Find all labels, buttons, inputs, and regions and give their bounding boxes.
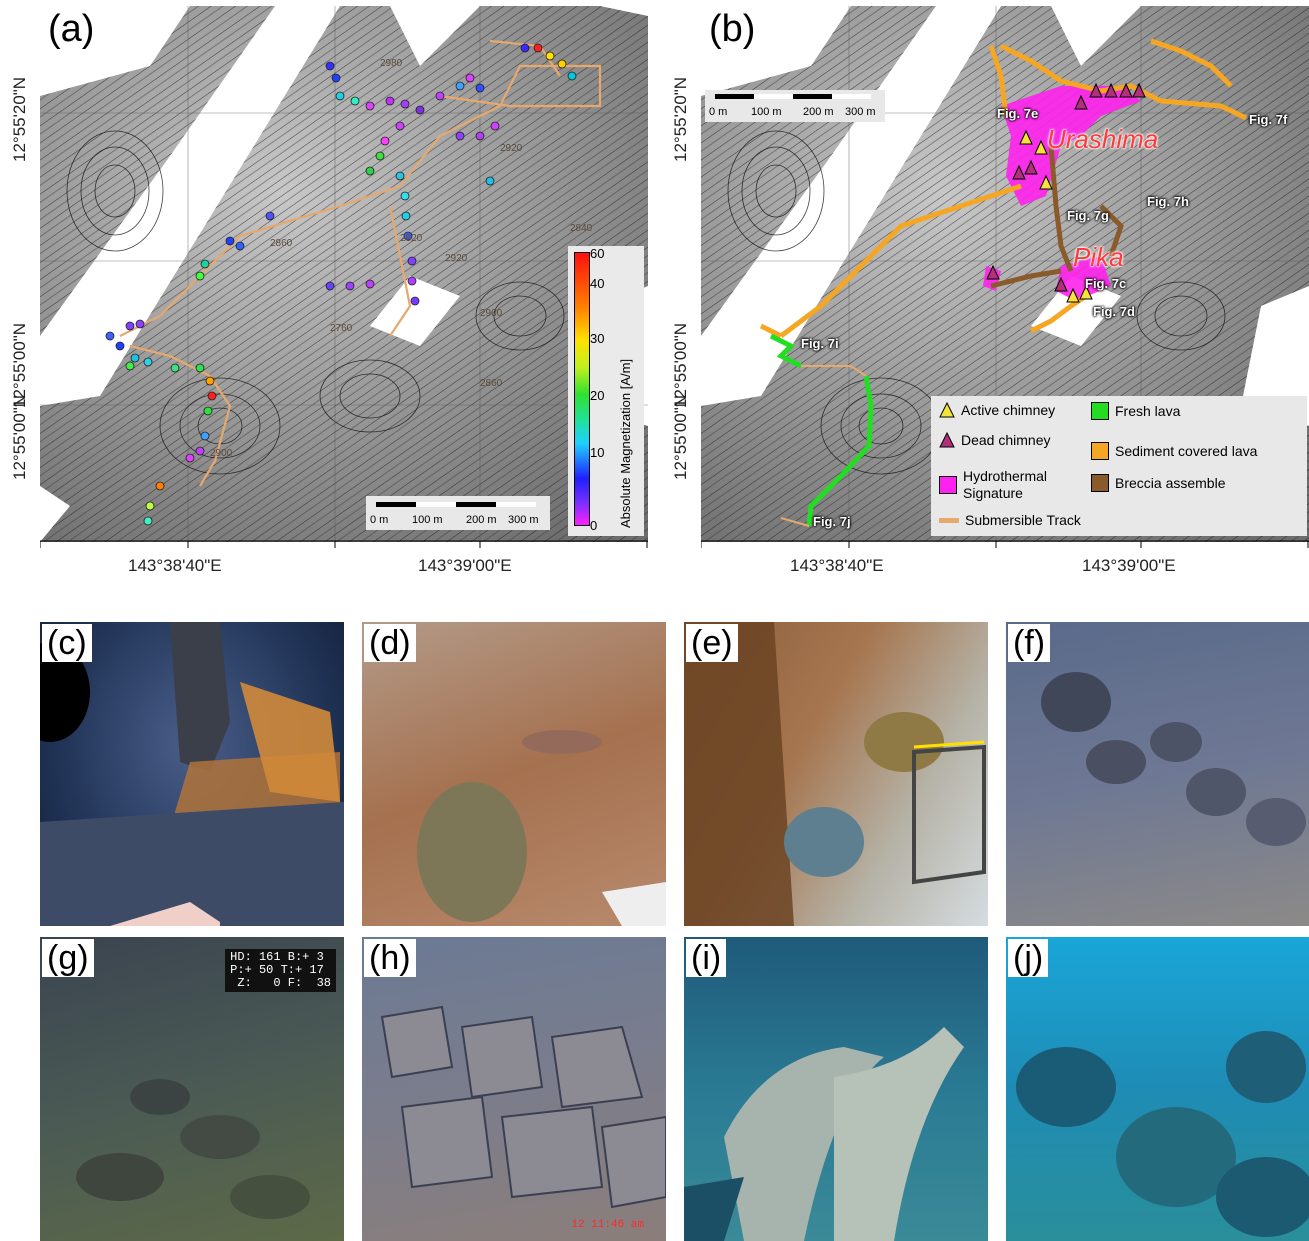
- svg-text:2920: 2920: [500, 143, 523, 154]
- photo-h: (h) 12 11:46 am: [362, 937, 666, 1241]
- colorbar-a: 60 40 30 20 10 0 Absolute Magnetization …: [568, 246, 644, 536]
- active-chimney-icon: [939, 402, 955, 418]
- map-legend-b: Active chimney Dead chimney Hydrothermal…: [931, 396, 1307, 536]
- lat-label-b-bottom: 12°55'00"N: [671, 394, 690, 480]
- sediment-lava-swatch: [1091, 442, 1109, 460]
- lat-label-b-top: 12°55'20"N: [671, 76, 690, 162]
- svg-text:2840: 2840: [570, 223, 593, 234]
- fig-label-7f: Fig. 7f: [1249, 112, 1288, 127]
- lon-label-a-right: 143°39'00"E: [418, 556, 512, 575]
- magnetization-points: [105, 43, 577, 526]
- svg-text:2900: 2900: [210, 448, 233, 459]
- photo-label-c: (c): [42, 624, 92, 662]
- photo-e: (e): [684, 622, 988, 926]
- fig-label-7c: Fig. 7c: [1085, 276, 1127, 291]
- photo-label-h: (h): [364, 939, 416, 977]
- site-label-pika: Pika: [1073, 242, 1124, 272]
- scale-bar-a: 0 m 100 m 200 m 300 m: [366, 496, 550, 530]
- fig-label-7i: Fig. 7i: [801, 336, 839, 351]
- photo-label-i: (i): [686, 939, 727, 977]
- photo-j: (j): [1006, 937, 1309, 1241]
- site-label-urashima: Urashima: [1047, 124, 1159, 154]
- lon-label-b-right: 143°39'00"E: [1082, 556, 1176, 575]
- lat-label-a-top: 12°55'20"N: [10, 76, 29, 162]
- dead-chimney-icon: [939, 432, 955, 448]
- photo-g: (g) HD: 161 B:+ 3 P:+ 50 T:+ 17 Z: 0 F: …: [40, 937, 344, 1241]
- panel-label-a: (a): [42, 8, 101, 50]
- photo-i: (i): [684, 937, 988, 1241]
- breccia-track: [990, 145, 1124, 289]
- svg-text:2920: 2920: [445, 253, 468, 264]
- photo-timestamp: 12 11:46 am: [571, 1219, 644, 1231]
- colorbar-title: Absolute Magnetization [A/m]: [618, 358, 633, 528]
- axis-ticks-a: [40, 540, 648, 548]
- hud-overlay: HD: 161 B:+ 3 P:+ 50 T:+ 17 Z: 0 F: 38: [225, 949, 336, 992]
- fig-label-7e: Fig. 7e: [997, 106, 1039, 121]
- submersible-track: [780, 365, 867, 527]
- photo-label-j: (j): [1008, 939, 1049, 977]
- svg-text:2980: 2980: [380, 58, 403, 69]
- svg-text:2860: 2860: [480, 378, 503, 389]
- lat-label-a-bottom: 12°55'00"N: [10, 394, 29, 480]
- breccia-swatch: [1091, 474, 1109, 492]
- svg-text:2820: 2820: [400, 233, 423, 244]
- photo-f: (f): [1006, 622, 1309, 926]
- hydrothermal-swatch: [939, 476, 957, 494]
- svg-text:2760: 2760: [330, 323, 353, 334]
- fresh-lava-swatch: [1091, 402, 1109, 420]
- photo-label-g: (g): [42, 939, 94, 977]
- svg-text:2860: 2860: [270, 238, 293, 249]
- lon-label-b-left: 143°38'40"E: [790, 556, 884, 575]
- fig-label-7h: Fig. 7h: [1147, 194, 1189, 209]
- fig-label-7d: Fig. 7d: [1093, 304, 1135, 319]
- axis-ticks-b: [701, 540, 1309, 548]
- scale-bar-b: 0 m 100 m 200 m 300 m: [705, 90, 885, 122]
- fresh-lava-track: [769, 333, 874, 527]
- track-swatch: [939, 517, 959, 523]
- photo-label-f: (f): [1008, 624, 1051, 662]
- bathymetry-map-a: 2980 2920 2840 2860 2900 2920 2760 2820 …: [40, 6, 648, 542]
- map-panel-b: (b) 0 m 100 m 200 m 300 m Urashima Pika …: [701, 6, 1309, 542]
- chimney-markers: [986, 82, 1146, 303]
- panel-label-b: (b): [703, 8, 762, 50]
- photo-label-e: (e): [686, 624, 738, 662]
- fig-label-7g: Fig. 7g: [1067, 208, 1109, 223]
- fig-label-7j: Fig. 7j: [813, 514, 851, 529]
- photo-c: (c): [40, 622, 344, 926]
- map-panel-a: 2980 2920 2840 2860 2900 2920 2760 2820 …: [40, 6, 648, 542]
- photo-d: (d): [362, 622, 666, 926]
- photo-label-d: (d): [364, 624, 416, 662]
- svg-text:2900: 2900: [480, 308, 503, 319]
- lon-label-a-left: 143°38'40"E: [128, 556, 222, 575]
